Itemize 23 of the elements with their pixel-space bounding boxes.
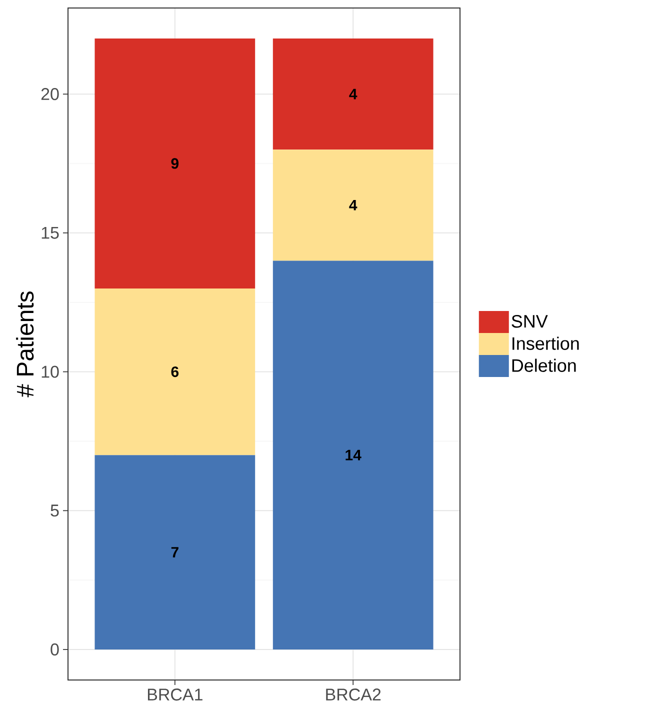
y-axis-title: # Patients [16,292,34,398]
bar [94,38,256,288]
data-label: 9 [171,158,179,169]
bar [272,260,434,650]
y-tick-label: 10 [42,366,59,378]
x-tick-label: BRCA1 [148,688,202,701]
data-label: 4 [349,200,358,210]
y-tick-label: 0 [50,643,59,656]
x-tick-label: BRCA2 [326,688,381,701]
data-label: 4 [349,88,358,100]
data-label: 6 [171,366,179,378]
data-label: 14 [346,450,362,460]
bar [94,288,256,456]
legend-label: Insertion [512,336,579,350]
legend-label: Deletion [512,358,576,372]
bar [94,455,256,650]
y-tick-label: 5 [50,504,59,517]
bar [272,150,434,261]
data-label: 7 [171,547,178,558]
y-tick-label: 20 [41,88,59,100]
bar [272,38,434,150]
legend-label: SNV [512,314,548,328]
y-tick-label: 15 [42,226,59,239]
